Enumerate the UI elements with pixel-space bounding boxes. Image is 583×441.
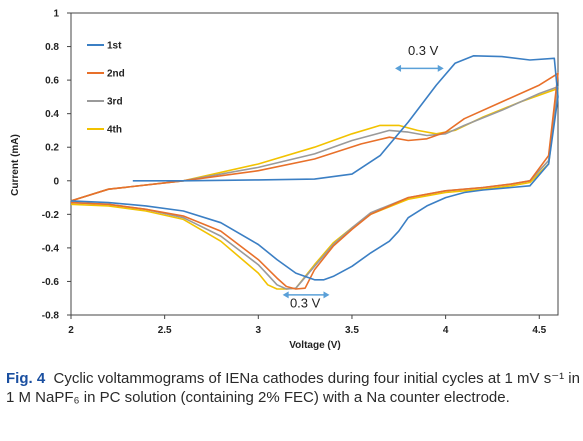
x-tick-label: 4: [443, 325, 449, 336]
series-line-2nd: [70, 72, 559, 290]
y-tick-label: 0.2: [45, 143, 59, 154]
series-layer: [70, 55, 559, 290]
caption-text: Cyclic voltammograms of IENa cathodes du…: [6, 370, 580, 406]
x-tick-label: 2: [68, 325, 74, 336]
x-axis-title: Voltage (V): [289, 340, 340, 351]
plot-border: [70, 12, 559, 316]
annotation-label: 0.3 V: [408, 43, 439, 58]
y-tick-label: 0.4: [45, 109, 59, 120]
x-tick-label: 4.5: [532, 325, 546, 336]
legend-label: 2nd: [107, 69, 125, 80]
y-tick-label: -0.2: [42, 210, 60, 221]
series-line-4th: [70, 87, 559, 290]
annotation-label: 0.3 V: [290, 295, 321, 310]
legend-label: 4th: [107, 125, 122, 136]
series-line-1st: [70, 55, 559, 281]
x-tick-label: 2.5: [158, 325, 172, 336]
annotation-arrowhead-left: [395, 64, 402, 72]
y-tick-label: 0: [53, 176, 59, 187]
legend-label: 3rd: [107, 97, 123, 108]
y-axis-title: Current (mA): [10, 134, 21, 196]
annotation-arrowhead-right: [437, 64, 444, 72]
annotations: 0.3 V 0.3 V: [282, 43, 444, 310]
annotation-arrowhead-right: [323, 291, 330, 299]
caption-label: Fig. 4: [6, 370, 46, 387]
x-axis-ticks: 2 2.5 3 3.5 4 4.5: [68, 315, 547, 336]
y-axis-ticks: -0.8 -0.6 -0.4 -0.2 0 0.2 0.4 0.6 0.8 1: [42, 9, 71, 322]
y-tick-label: 0.8: [45, 42, 59, 53]
cv-chart: -0.8 -0.6 -0.4 -0.2 0 0.2 0.4 0.6 0.8 1 2 2.5 3 3.5 4…: [10, 9, 559, 351]
annotation-arrowhead-left: [282, 291, 289, 299]
x-tick-label: 3: [256, 325, 262, 336]
legend: 1st 2nd 3rd 4th: [87, 41, 125, 136]
y-tick-label: 1: [53, 9, 59, 20]
y-tick-label: -0.6: [42, 277, 60, 288]
y-tick-label: 0.6: [45, 76, 59, 87]
legend-label: 1st: [107, 41, 122, 52]
figure-caption: Fig. 4 Cyclic voltammograms of IENa cath…: [6, 369, 581, 407]
y-tick-label: -0.4: [42, 243, 60, 254]
x-tick-label: 3.5: [345, 325, 359, 336]
y-tick-label: -0.8: [42, 311, 60, 322]
plot-frame: [70, 12, 559, 316]
